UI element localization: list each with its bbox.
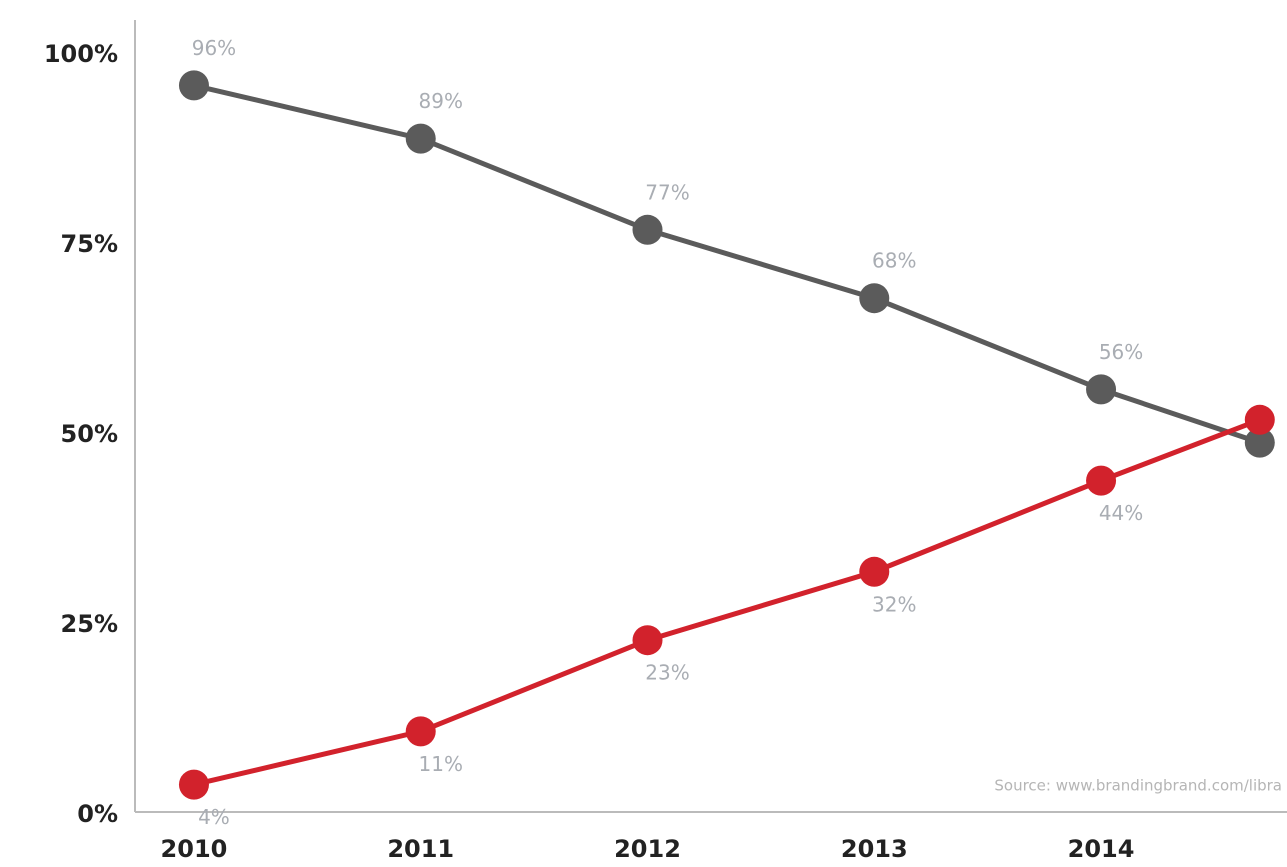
y-tick-label: 100%	[44, 40, 118, 68]
value-label: 68%	[872, 249, 916, 273]
value-label: 56%	[1099, 340, 1143, 364]
data-point	[632, 214, 663, 245]
data-point	[1086, 465, 1117, 496]
x-tick-label: 2011	[387, 835, 454, 863]
value-label: 4%	[198, 805, 230, 829]
value-label: 23%	[645, 661, 689, 685]
x-tick-label: 2010	[161, 835, 228, 863]
data-point	[1244, 427, 1275, 458]
y-tick-label: 50%	[61, 420, 118, 448]
value-label: 89%	[419, 89, 463, 113]
value-label: 96%	[192, 36, 236, 60]
data-point	[405, 123, 436, 154]
data-point	[178, 70, 209, 101]
source-note: Source: www.brandingbrand.com/libra	[994, 777, 1282, 795]
value-label: 32%	[872, 592, 916, 616]
x-tick-label: 2013	[841, 835, 908, 863]
y-tick-label: 75%	[61, 230, 118, 258]
value-label: 11%	[419, 752, 463, 776]
series-line	[193, 417, 1261, 788]
y-tick-label: 25%	[61, 610, 118, 638]
data-point	[632, 625, 663, 656]
data-point	[859, 283, 890, 314]
value-label: 44%	[1099, 501, 1143, 525]
x-tick-label: 2014	[1068, 835, 1135, 863]
data-point	[859, 556, 890, 587]
series-line	[193, 82, 1261, 445]
x-tick-label: 2012	[614, 835, 681, 863]
data-point	[178, 769, 209, 800]
y-tick-label: 0%	[77, 800, 118, 828]
data-point	[1244, 404, 1275, 435]
data-point	[405, 716, 436, 747]
value-label: 77%	[645, 180, 689, 204]
data-point	[1086, 374, 1117, 405]
